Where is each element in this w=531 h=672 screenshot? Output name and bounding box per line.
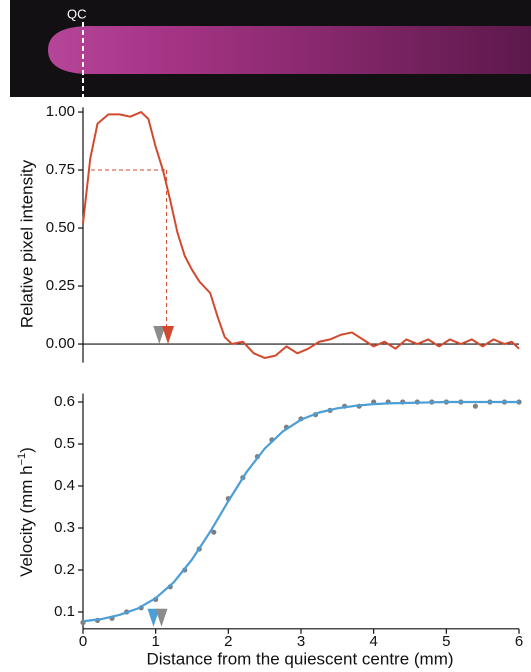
root-image: QC: [10, 0, 531, 97]
y-tick-label: 0.25: [46, 277, 75, 294]
x-tick-label: 5: [442, 633, 450, 650]
marker-arrow: [155, 608, 168, 627]
y-tick-label: 0.5: [54, 435, 75, 452]
y-label-text: ): [17, 447, 36, 453]
x-tick-label: 2: [224, 633, 232, 650]
y-label-text: Velocity (mm h: [17, 465, 36, 576]
marker-arrow: [153, 326, 166, 345]
marker-arrow: [162, 326, 175, 345]
x-tick-label: 4: [369, 633, 377, 650]
qc-label: QC: [67, 6, 87, 21]
root: [48, 26, 531, 74]
intensity-line: [82, 111, 520, 359]
marker-arrow: [147, 608, 160, 627]
fit-line: [82, 400, 519, 623]
y-tick-label: 0.00: [46, 335, 75, 352]
y-tick-label: 1.00: [46, 103, 75, 120]
y-label-superscript: −1: [16, 453, 28, 466]
velocity-point: [211, 529, 217, 535]
x-tick-label: 1: [151, 633, 159, 650]
y-tick-label: 0.6: [54, 393, 75, 410]
x-tick-label: 0: [79, 633, 87, 650]
x-tick-label: 3: [297, 633, 305, 650]
x-axis-label: Distance from the quiescent centre (mm): [146, 649, 453, 668]
x-tick-label: 6: [515, 633, 523, 650]
y-tick-label: 0.3: [54, 519, 75, 536]
y-axis-label: Velocity (mm h−1): [16, 447, 37, 577]
y-axis-label: Relative pixel intensity: [17, 159, 36, 328]
y-tick-label: 0.1: [54, 603, 75, 620]
y-tick-label: 0.2: [54, 561, 75, 578]
y-tick-label: 0.75: [46, 161, 75, 178]
y-tick-label: 0.50: [46, 219, 75, 236]
velocity-point: [472, 403, 478, 409]
y-tick-label: 0.4: [54, 477, 75, 494]
